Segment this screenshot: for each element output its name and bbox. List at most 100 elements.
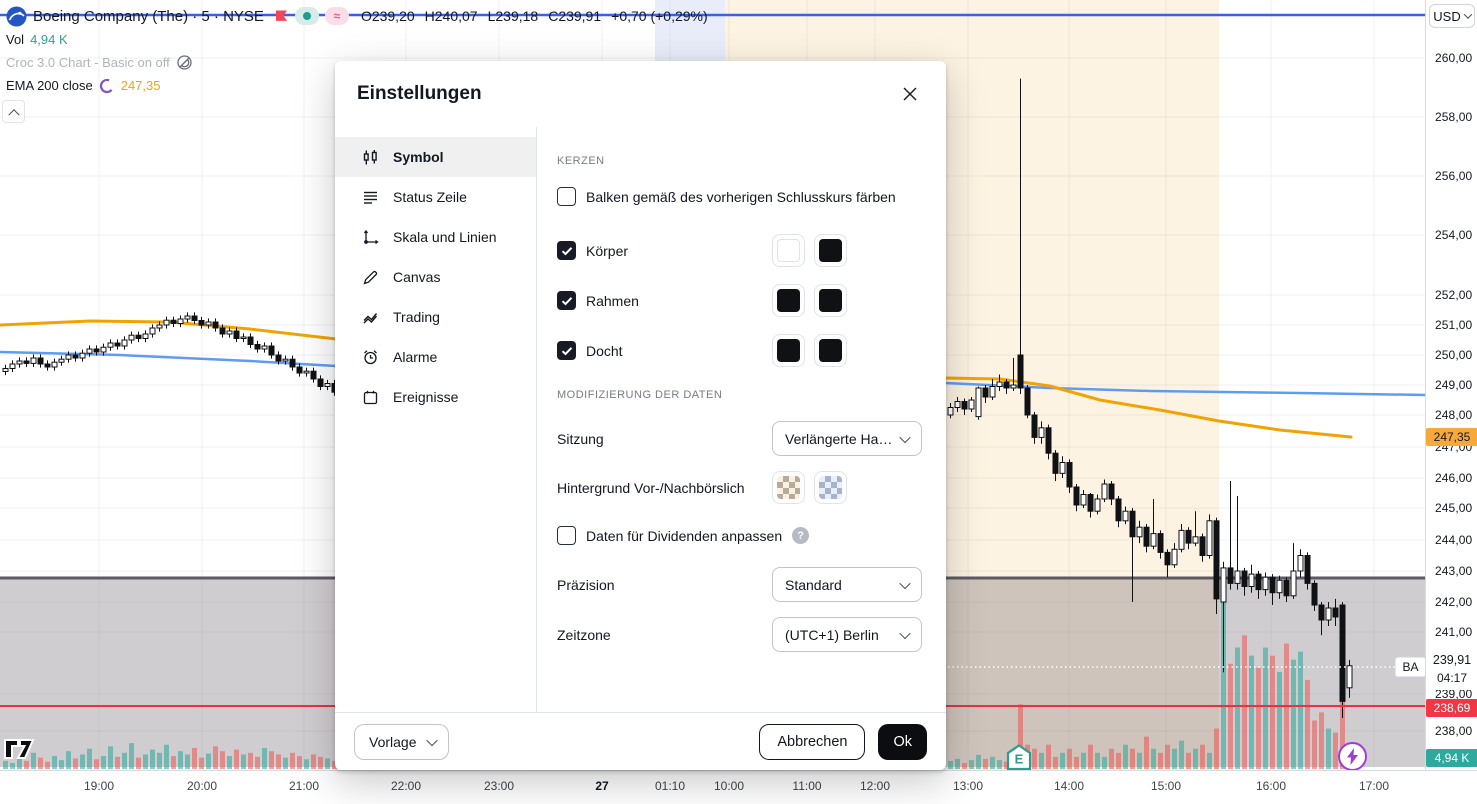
section-modifizierung: MODIFIZIERUNG DER DATEN [557,389,723,401]
indicator-ema-label[interactable]: EMA 200 close [6,78,93,93]
rahmen-down-color-swatch[interactable] [814,284,847,317]
price-tick: 250,00 [1435,348,1473,362]
checkbox-rahmen[interactable] [557,291,576,310]
last-price-value: 239,91 [1432,653,1472,667]
instant-order-icon[interactable] [1338,742,1367,771]
time-tick: 11:00 [792,779,822,793]
status-zeile-icon [361,188,379,206]
dialog-header: Einstellungen [335,61,946,127]
checkbox-koerper[interactable] [557,241,576,260]
price-tick: 249,00 [1435,378,1473,392]
praezision-label: Präzision [557,576,615,593]
earnings-badge-icon[interactable]: E [1006,744,1032,771]
time-tick: 15:00 [1150,779,1182,793]
docht-down-color-swatch[interactable] [814,334,847,367]
ba-price-line-label[interactable]: BA [1396,658,1425,676]
help-icon[interactable]: ? [792,527,810,544]
checkbox-docht[interactable] [557,341,576,360]
price-tick: 252,00 [1435,288,1473,302]
sitzung-select[interactable]: Verlängerte Ha… [772,421,922,456]
price-tick: 238,00 [1435,724,1473,738]
sidebar-item-label: Skala und Linien [393,229,497,245]
boeing-logo-icon [6,6,27,26]
sidebar-item-status-zeile[interactable]: Status Zeile [335,177,536,217]
checkbox-docht-label[interactable]: Docht [586,342,623,359]
dialog-sidebar: Symbol Status Zeile Skala und Linien Canvas… [335,127,537,712]
price-tick: 246,00 [1435,471,1473,485]
price-tick: 256,00 [1435,169,1473,183]
zeitzone-select[interactable]: (UTC+1) Berlin [772,617,922,652]
market-closed-flag-icon [275,10,287,21]
hintergrund-label: Hintergrund Vor-/Nachbörslich [557,479,745,496]
premarket-color-swatch[interactable] [772,471,805,504]
time-tick: 01:10 [654,779,686,793]
time-axis[interactable]: 19:00 20:00 21:00 22:00 23:00 27 01:10 10:00 11:… [0,770,1477,804]
loading-spinner-icon [99,78,114,93]
cancel-button[interactable]: Abbrechen [759,723,866,760]
last-price-countdown: 239,91 04:17 [1426,652,1477,690]
koerper-up-color-swatch[interactable] [772,234,805,267]
checkbox-dividenden[interactable] [557,526,576,545]
time-tick: 16:00 [1255,779,1287,793]
symbol-title[interactable]: Boeing Company (The) · 5 · NYSE [33,7,264,25]
settings-dialog: Einstellungen Symbol Status Zeile Skala un… [335,61,946,770]
tradingview-logo[interactable] [4,737,40,760]
currency-selector[interactable]: USD [1429,4,1475,28]
time-tick: 17:00 [1358,779,1390,793]
indicator-croc-label[interactable]: Croc 3.0 Chart - Basic on off [6,55,170,70]
vorlage-dropdown[interactable]: Vorlage [354,723,450,760]
postmarket-color-swatch[interactable] [814,471,847,504]
sidebar-item-skala-und-linien[interactable]: Skala und Linien [335,217,536,257]
sidebar-item-ereignisse[interactable]: Ereignisse [335,377,536,417]
trading-icon [361,308,379,326]
checkbox-dividenden-label[interactable]: Daten für Dividenden anpassen [586,527,783,544]
sidebar-item-label: Canvas [393,269,441,285]
svg-text:E: E [1015,752,1024,767]
ok-button[interactable]: Ok [878,723,927,760]
close-value: C239,91 [548,8,602,24]
price-tick: 242,00 [1435,595,1473,609]
price-badge: 247,35 [1426,428,1477,446]
price-tick: 258,00 [1435,110,1473,124]
sidebar-item-canvas[interactable]: Canvas [335,257,536,297]
price-axis[interactable]: USD 260,00 258,00 256,00 254,00 252,00 251,00… [1425,0,1477,791]
zeitzone-value: (UTC+1) Berlin [785,626,879,643]
data-status-icon[interactable] [294,7,319,25]
time-tick: 19:00 [83,779,115,793]
time-tick: 22:00 [390,779,422,793]
time-tick: 20:00 [186,779,218,793]
checkbox-rahmen-label[interactable]: Rahmen [586,292,639,309]
sidebar-item-label: Status Zeile [393,189,467,205]
checkbox-balken[interactable] [557,187,576,206]
high-value: H240,07 [424,8,478,24]
eye-off-icon[interactable] [176,54,193,71]
time-tick: 21:00 [288,779,320,793]
sidebar-item-label: Alarme [393,349,438,365]
time-tick: 23:00 [483,779,515,793]
legend-collapse-button[interactable] [2,100,25,123]
dialog-footer: Vorlage Abbrechen Ok [335,712,946,770]
skala-und-linien-icon [361,228,379,246]
delayed-data-icon[interactable]: ≈ [324,7,349,25]
sidebar-item-alarme[interactable]: Alarme [335,337,536,377]
checkbox-koerper-label[interactable]: Körper [586,242,629,259]
sidebar-item-label: Ereignisse [393,389,459,405]
close-icon[interactable] [896,80,924,108]
sidebar-item-symbol[interactable]: Symbol [335,137,536,177]
docht-up-color-swatch[interactable] [772,334,805,367]
section-kerzen: KERZEN [557,155,605,167]
alarme-icon [361,348,379,366]
volume-label[interactable]: Vol [6,32,25,47]
sidebar-item-trading[interactable]: Trading [335,297,536,337]
zeitzone-label: Zeitzone [557,626,611,643]
praezision-select[interactable]: Standard [772,567,922,602]
price-tick: 243,00 [1435,564,1473,578]
price-tick: 241,00 [1435,625,1473,639]
chart-legend: Boeing Company (The) · 5 · NYSE ≈ O239,2… [2,4,708,123]
ereignisse-icon [361,388,379,406]
rahmen-up-color-swatch[interactable] [772,284,805,317]
price-tick: 245,00 [1435,501,1473,515]
dialog-content: KERZEN Balken gemäß des vorherigen Schlu… [537,127,946,712]
koerper-down-color-swatch[interactable] [814,234,847,267]
checkbox-balken-label[interactable]: Balken gemäß des vorherigen Schlusskurs … [586,188,896,205]
